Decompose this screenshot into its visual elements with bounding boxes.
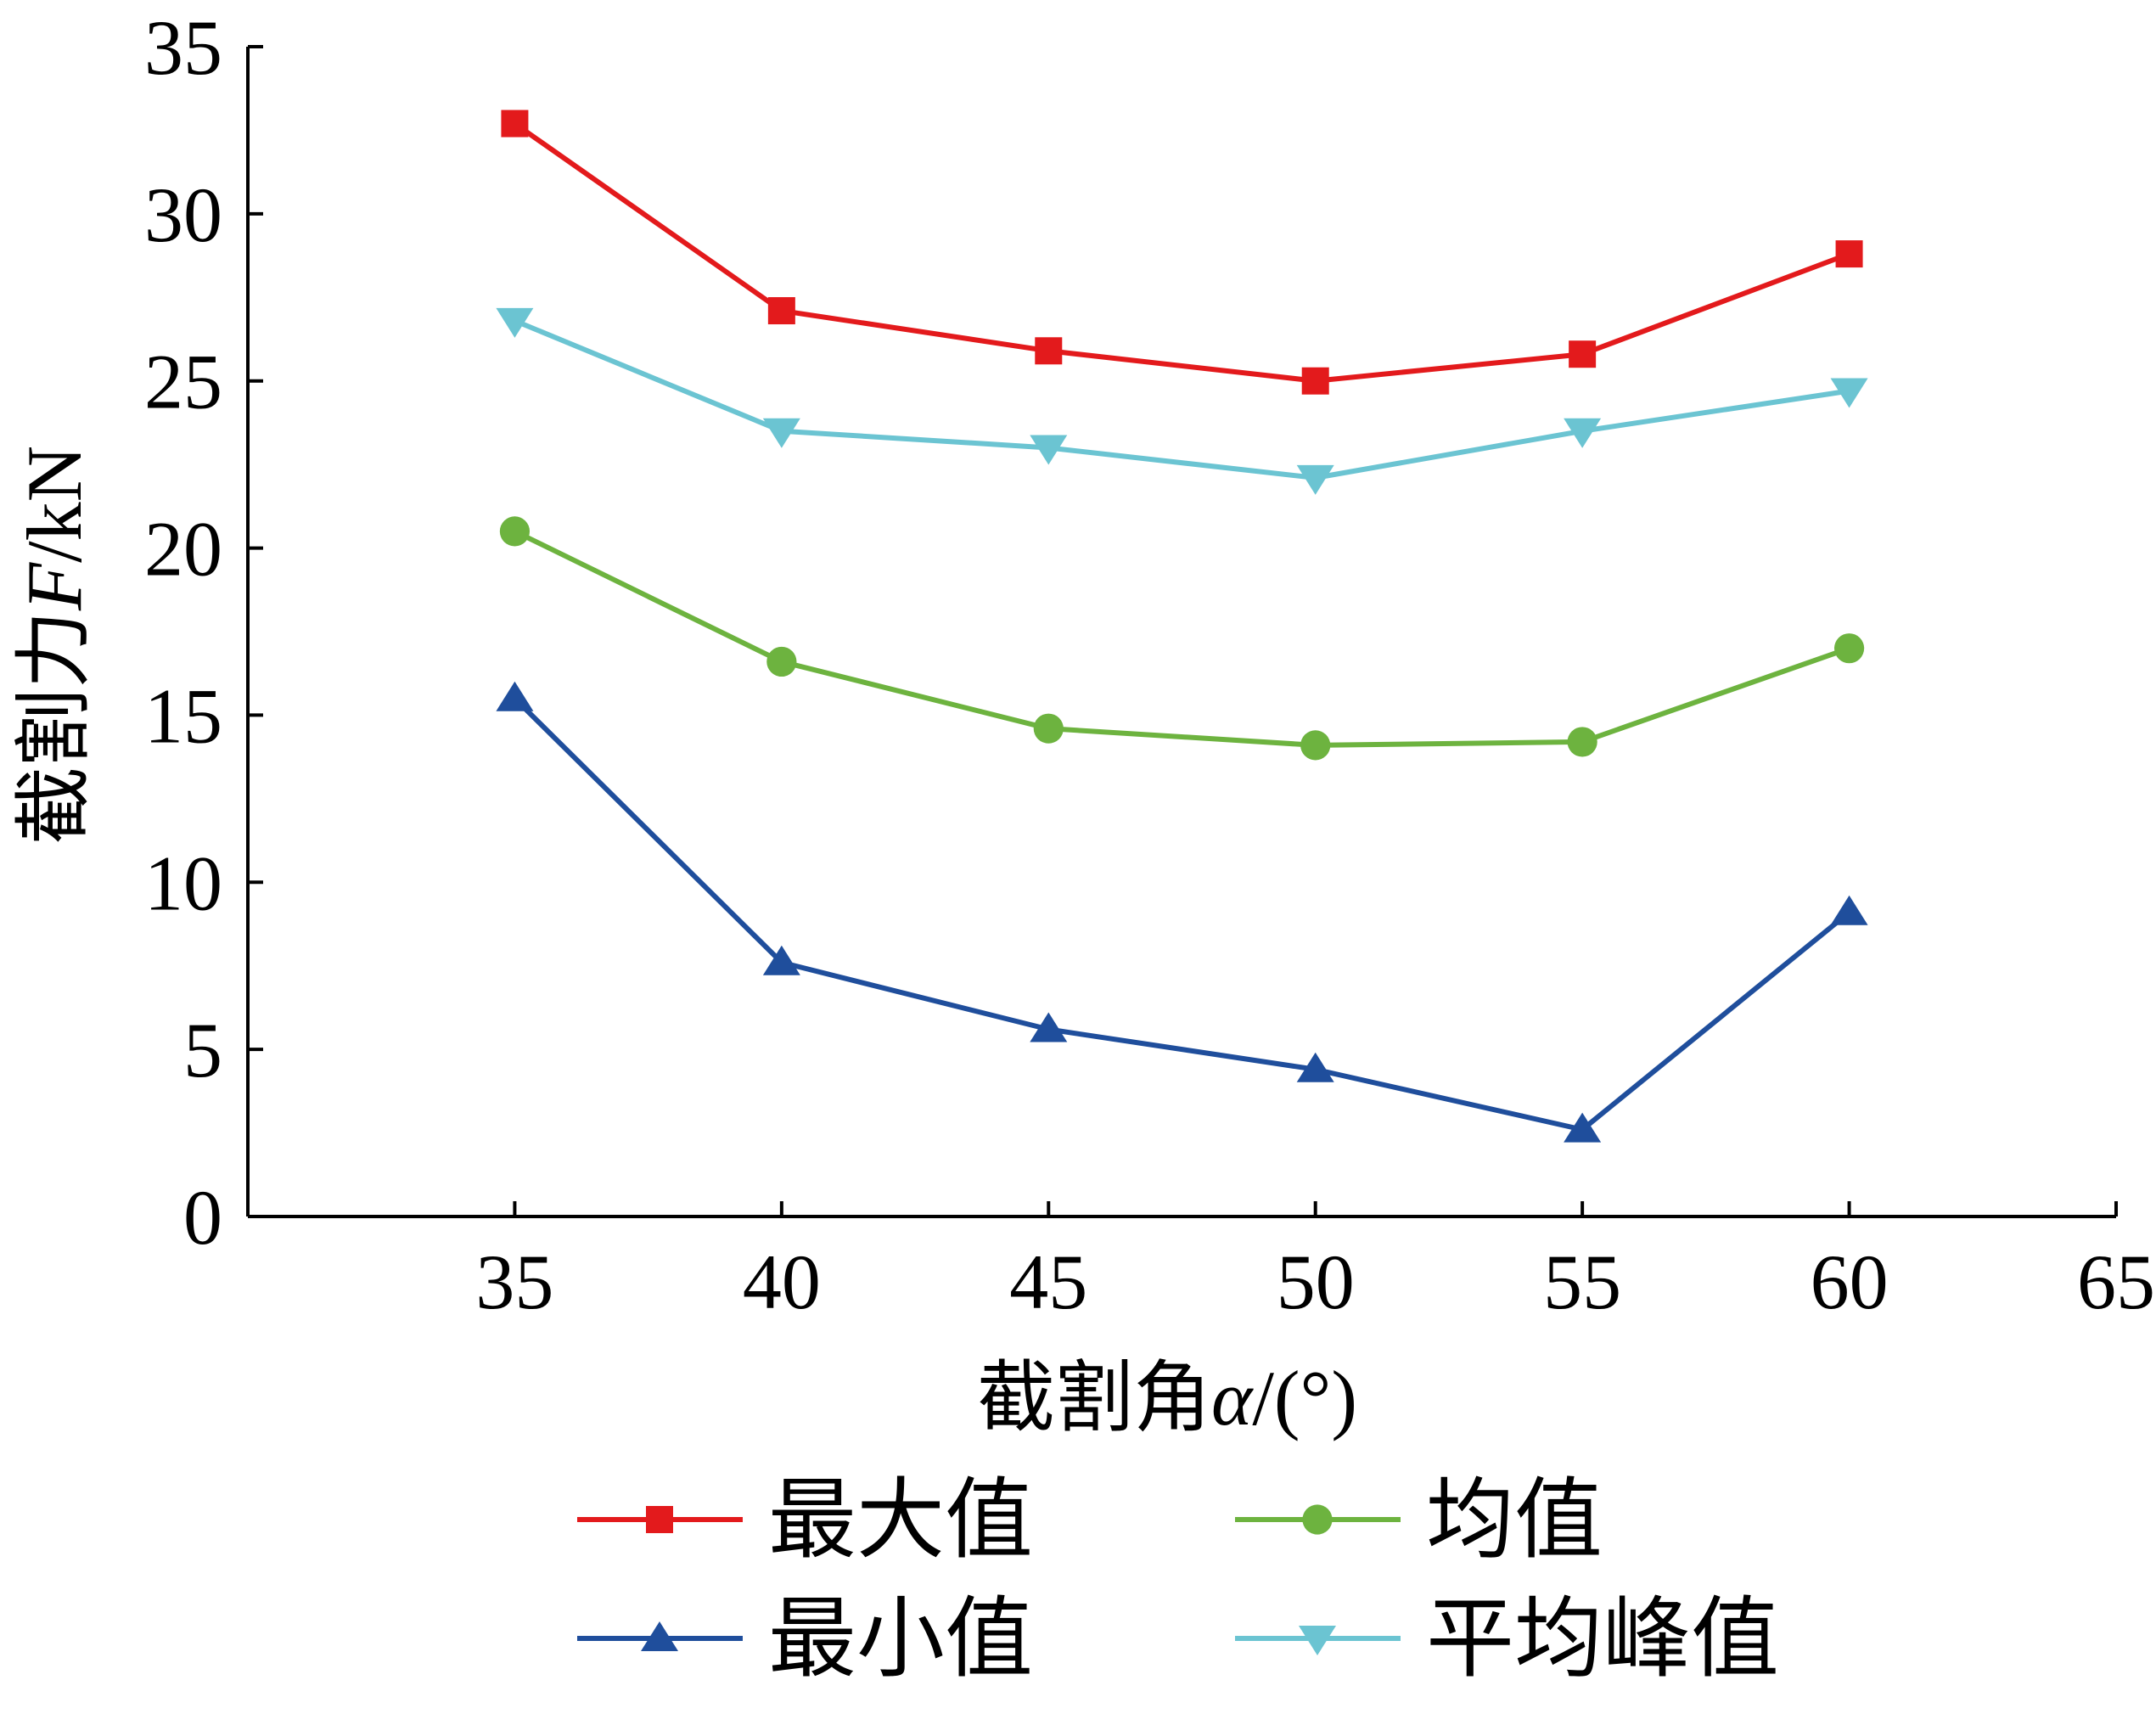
plot-area: 35 40 45 50 55 60 65 0 5 10 15 20 25 30 35 (144, 4, 2155, 1325)
y-axis-title-symbol: F (11, 562, 98, 611)
x-tick-label: 35 (475, 1239, 553, 1325)
data-point (1301, 367, 1329, 395)
data-point (1296, 1052, 1334, 1082)
series-1 (501, 110, 1863, 395)
legend-label: 均值 (1426, 1468, 1603, 1571)
y-tick-label: 0 (183, 1174, 222, 1261)
data-point (1035, 337, 1063, 365)
legend-item: 平均峰值 (1235, 1587, 1779, 1690)
x-axis-title: 截割角α/(°) (977, 1352, 1357, 1443)
data-point (496, 681, 534, 711)
y-tick-label: 25 (144, 339, 222, 425)
series-layer (496, 110, 1868, 1143)
series-line (514, 318, 1850, 480)
legend-item: 最大值 (577, 1468, 1033, 1571)
y-axis-ticks: 0 5 10 15 20 25 30 35 (144, 4, 263, 1261)
y-tick-label: 30 (144, 171, 222, 258)
data-point (766, 646, 797, 677)
data-point (1030, 435, 1068, 465)
data-point (499, 516, 531, 547)
data-point (1835, 240, 1863, 268)
data-point (496, 307, 534, 338)
data-point (1564, 1112, 1602, 1143)
legend-swatch-marker (646, 1506, 673, 1533)
data-point (501, 110, 529, 138)
series-line (513, 696, 1851, 1132)
y-axis-title-text: 截割力 (8, 610, 99, 845)
y-tick-label: 15 (144, 672, 222, 759)
x-tick-label: 65 (2077, 1239, 2155, 1325)
x-tick-label: 45 (1009, 1239, 1087, 1325)
legend-label: 最大值 (768, 1468, 1033, 1571)
x-tick-label: 55 (1543, 1239, 1621, 1325)
x-tick-label: 40 (743, 1239, 821, 1325)
legend-label: 平均峰值 (1426, 1587, 1779, 1690)
data-point (1300, 730, 1331, 761)
data-point (1569, 340, 1597, 368)
legend-swatch-marker (641, 1621, 678, 1651)
x-axis-ticks: 35 40 45 50 55 60 65 (475, 1201, 2155, 1325)
data-point (762, 418, 800, 448)
x-tick-label: 60 (1811, 1239, 1889, 1325)
x-axis-title-symbol: α (1211, 1355, 1254, 1441)
series-line (513, 121, 1850, 384)
y-tick-label: 35 (144, 4, 222, 91)
series-2 (499, 516, 1865, 761)
data-point (762, 945, 800, 975)
data-point (1830, 378, 1868, 408)
data-point (1564, 418, 1602, 448)
data-point (1567, 727, 1597, 757)
y-axis-title-unit: /kN (11, 446, 98, 563)
legend-item: 最小值 (577, 1587, 1033, 1690)
data-point (1830, 895, 1868, 925)
data-point (1033, 713, 1064, 744)
y-axis-title: 截割力F/kN (8, 446, 99, 845)
legend-label: 最小值 (768, 1587, 1033, 1690)
data-point (767, 297, 795, 325)
legend-swatch-marker (1302, 1504, 1333, 1535)
data-point (1296, 464, 1334, 495)
data-point (1833, 633, 1865, 664)
y-tick-label: 10 (144, 840, 222, 926)
legend-swatch-marker (1299, 1626, 1336, 1655)
x-axis-title-unit: /(°) (1252, 1355, 1357, 1441)
series-line (514, 529, 1850, 748)
y-tick-label: 20 (144, 506, 222, 593)
data-point (1030, 1012, 1068, 1042)
x-tick-label: 50 (1277, 1239, 1355, 1325)
series-4 (496, 307, 1868, 495)
x-axis-title-text: 截割角 (977, 1352, 1211, 1443)
y-tick-label: 5 (183, 1007, 222, 1093)
legend-item: 均值 (1235, 1468, 1603, 1571)
series-3 (496, 681, 1868, 1143)
